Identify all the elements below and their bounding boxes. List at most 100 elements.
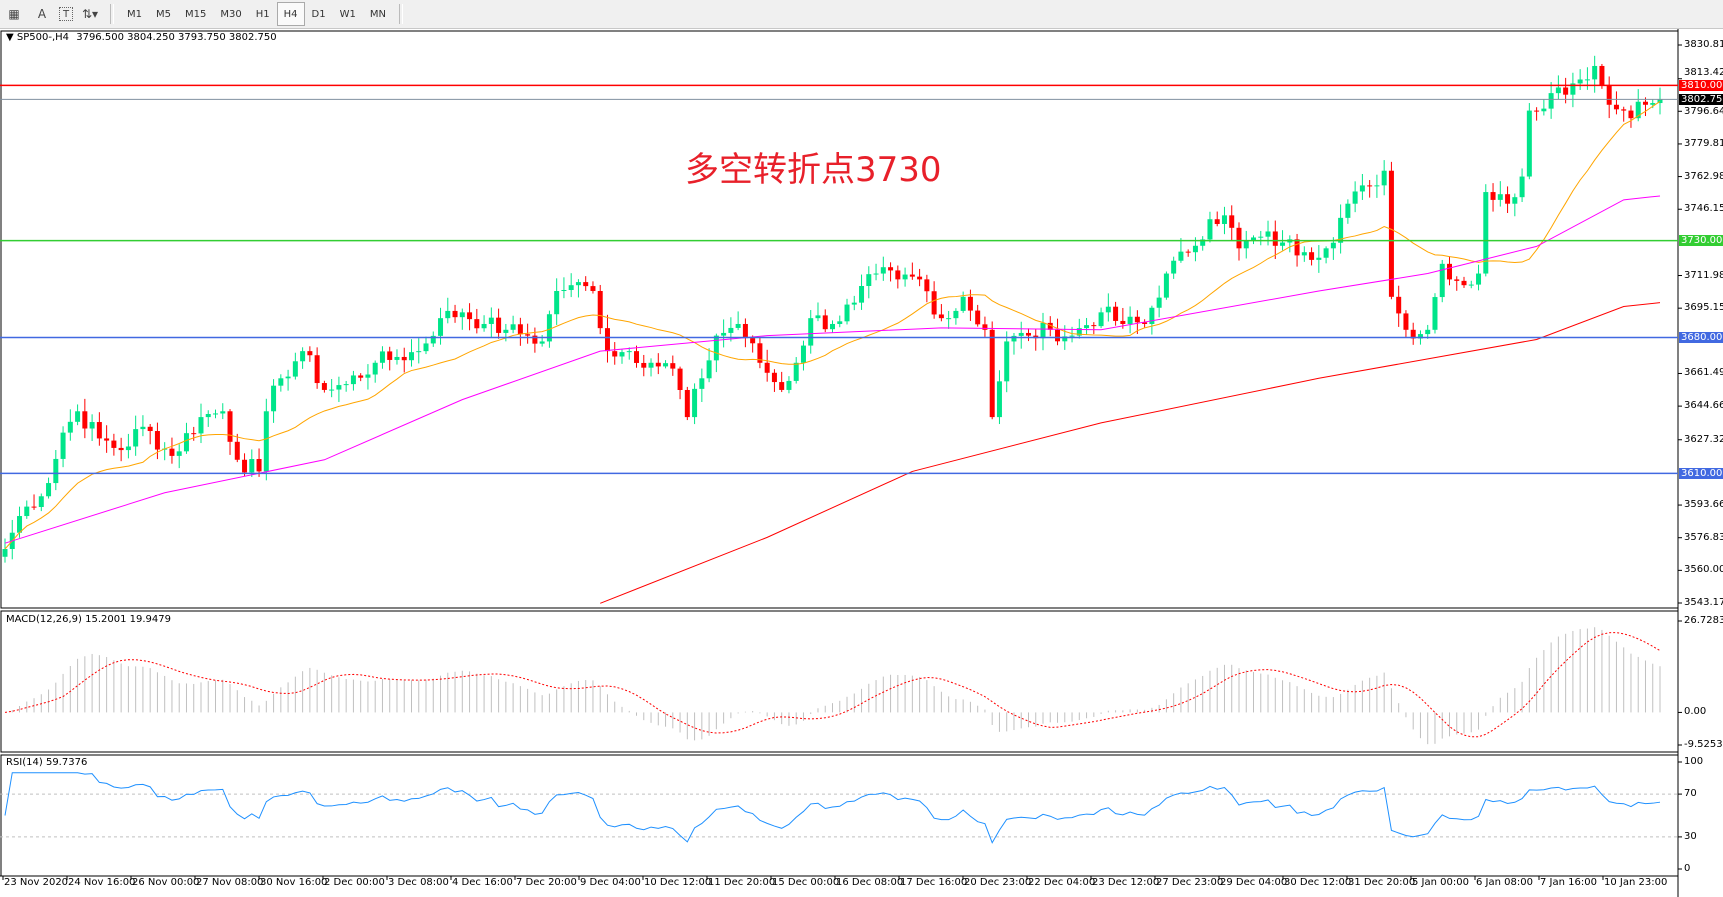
- time-axis-label: 17 Dec 16:00: [900, 877, 968, 888]
- candle-bear: [517, 324, 523, 335]
- timeframe-d1[interactable]: D1: [311, 8, 326, 20]
- candle-bull: [1280, 242, 1286, 246]
- candle-bull: [1105, 306, 1111, 313]
- candle-bull: [488, 317, 494, 324]
- candle-bear: [1396, 296, 1402, 314]
- candle-bear: [1446, 263, 1452, 280]
- timeframe-w1[interactable]: W1: [339, 8, 356, 20]
- candle-bull: [1541, 108, 1547, 112]
- candle-bull: [837, 321, 843, 324]
- candle-bear: [169, 448, 175, 456]
- candle-bull: [1004, 341, 1010, 382]
- candle-bear: [1214, 219, 1220, 224]
- text-label-icon[interactable]: T: [59, 7, 73, 21]
- arrows-icon[interactable]: ⇅▾: [81, 7, 99, 21]
- candle-bull: [1040, 322, 1046, 339]
- candle-bull: [503, 329, 509, 333]
- symbol-header: ▼ SP500-,H4 3796.500 3804.250 3793.750 3…: [6, 32, 277, 43]
- candle-bull: [786, 380, 792, 390]
- toolbar: ▦ A T ⇅▾ M1 M5 M15 M30 H1 H4 D1 W1 MN: [0, 0, 1723, 29]
- candle-bull: [2, 549, 8, 557]
- candle-bull: [1171, 260, 1177, 274]
- candle-bear: [909, 274, 915, 277]
- candle-bull: [851, 302, 857, 305]
- candle-bull: [953, 310, 959, 319]
- candle-bear: [1642, 101, 1648, 105]
- fibonacci-fan-icon[interactable]: ▦: [8, 7, 20, 21]
- timeframe-mn[interactable]: MN: [369, 8, 386, 20]
- candle-bull: [1657, 99, 1663, 104]
- candle-bull: [844, 304, 850, 322]
- candle-bull: [1592, 65, 1598, 80]
- candle-bull: [692, 388, 698, 418]
- candle-bear: [474, 319, 480, 329]
- timeframe-m1[interactable]: M1: [127, 8, 142, 20]
- rsi-axis-label: 70: [1684, 788, 1697, 800]
- candle-bull: [365, 374, 371, 378]
- candle-bull: [619, 352, 625, 357]
- timeframe-h4[interactable]: H4: [276, 2, 305, 26]
- candle-bear: [1229, 215, 1235, 228]
- price-tick-label: 3661.490: [1684, 367, 1723, 379]
- candle-bear: [612, 351, 618, 357]
- time-axis-label: 24 Nov 16:00: [68, 877, 136, 888]
- candle-bull: [1425, 329, 1431, 335]
- candle-bear: [307, 351, 313, 356]
- candle-bear: [256, 459, 262, 472]
- level-label: 3610.000: [1679, 467, 1723, 479]
- macd-axis-label: 0.00: [1684, 706, 1707, 718]
- timeframe-m5[interactable]: M5: [156, 8, 171, 20]
- candle-bull: [830, 323, 835, 330]
- candle-bull: [721, 332, 727, 336]
- rsi-label: RSI(14) 59.7376: [6, 757, 88, 768]
- candle-bull: [808, 318, 814, 346]
- candle-bull: [728, 327, 734, 333]
- candle-bear: [242, 459, 248, 473]
- candle-bull: [1374, 185, 1380, 187]
- candle-bull: [1497, 194, 1503, 200]
- candle-bull: [626, 351, 632, 353]
- candle-bull: [336, 385, 342, 390]
- panel-frame: [0, 610, 1679, 753]
- candle-bull: [271, 385, 277, 412]
- candle-bull: [1432, 297, 1438, 330]
- ma-mid-line: [4, 195, 1661, 544]
- time-axis-label: 22 Dec 04:00: [1028, 877, 1096, 888]
- candle-bull: [176, 451, 182, 456]
- candle-bull: [1243, 240, 1249, 249]
- candle-bear: [938, 314, 944, 319]
- text-icon[interactable]: A: [37, 7, 47, 21]
- candle-bear: [1236, 227, 1242, 249]
- level-label: 3730.000: [1679, 235, 1723, 247]
- candle-bull: [1192, 245, 1198, 253]
- candle-bear: [532, 335, 538, 344]
- candle-bull: [67, 421, 73, 433]
- candle-bull: [1519, 176, 1525, 198]
- rsi-axis-label: 0: [1684, 863, 1691, 874]
- candle-bear: [1403, 313, 1409, 330]
- candle-bull: [1069, 335, 1075, 337]
- candle-bull: [1526, 110, 1532, 177]
- candle-bear: [764, 362, 770, 373]
- candle-bull: [1345, 203, 1351, 218]
- timeframe-h1[interactable]: H1: [255, 8, 270, 20]
- candle-bull: [663, 363, 669, 367]
- timeframe-m15[interactable]: M15: [185, 8, 207, 20]
- chart-canvas[interactable]: [0, 29, 1723, 897]
- candle-bull: [1584, 79, 1590, 81]
- collapse-triangle-icon[interactable]: ▼: [6, 32, 14, 43]
- price-tick-label: 3695.150: [1684, 302, 1723, 314]
- candle-bear: [387, 351, 393, 360]
- candle-bull: [1555, 87, 1561, 94]
- candle-bull: [46, 483, 52, 497]
- candle-bull: [1258, 236, 1264, 238]
- chart-window[interactable]: ▼ SP500-,H4 3796.500 3804.250 3793.750 3…: [0, 29, 1723, 897]
- candle-bull: [1163, 273, 1169, 298]
- price-tick-label: 3813.420: [1684, 66, 1723, 78]
- timeframe-m30[interactable]: M30: [220, 8, 242, 20]
- ohlc-values: 3796.500 3804.250 3793.750 3802.750: [76, 32, 277, 43]
- candle-bear: [888, 267, 894, 271]
- candle-bear: [1613, 104, 1619, 110]
- candle-bull: [438, 318, 444, 336]
- candle-bear: [1047, 322, 1053, 330]
